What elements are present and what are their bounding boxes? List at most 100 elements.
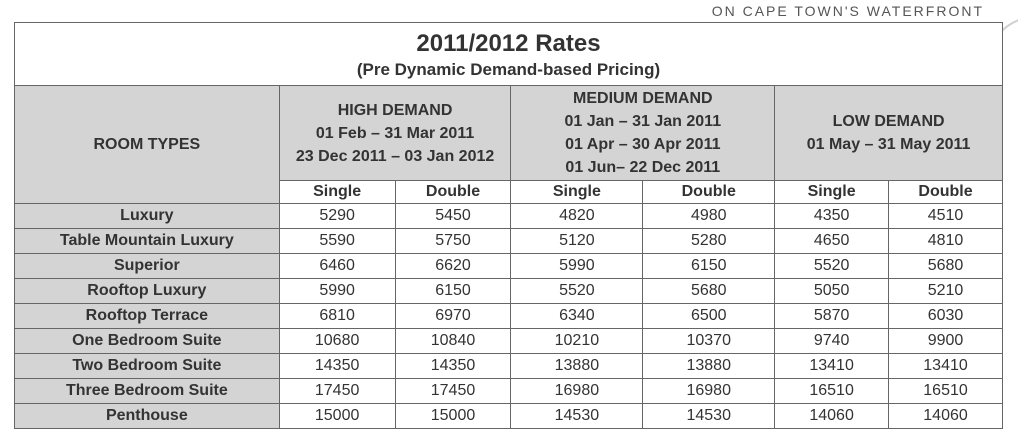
table-row: Rooftop Terrace 6810 6970 6340 6500 5870 6030 — [14, 303, 1003, 329]
season-date: 01 May – 31 May 2011 — [806, 136, 971, 153]
rate-cell: 9900 — [888, 328, 1003, 354]
rate-cell: 4820 — [510, 203, 644, 229]
rate-cell: 5750 — [394, 228, 512, 254]
rate-cell: 14530 — [642, 403, 776, 429]
table-row: Penthouse 15000 15000 14530 14530 14060 14060 — [14, 403, 1003, 429]
rate-cell: 10840 — [394, 328, 512, 354]
rate-cell: 5590 — [278, 228, 396, 254]
room-type-cell: Superior — [14, 253, 280, 279]
season-date: 23 Dec 2011 – 03 Jan 2012 — [295, 147, 495, 165]
rate-cell: 14530 — [510, 403, 644, 429]
title-cell: 2011/2012 Rates (Pre Dynamic Demand-base… — [14, 22, 1003, 86]
rate-cell: 6030 — [888, 303, 1003, 329]
rate-cell: 6810 — [278, 303, 396, 329]
table-row: Luxury 5290 5450 4820 4980 4350 4510 — [14, 203, 1003, 229]
occupancy-header: Double — [888, 180, 1003, 204]
rate-cell: 13880 — [510, 353, 644, 379]
room-type-cell: Table Mountain Luxury — [14, 228, 280, 254]
rate-cell: 6500 — [642, 303, 776, 329]
rate-cell: 5680 — [888, 253, 1003, 279]
rate-cell: 10370 — [642, 328, 776, 354]
room-types-header: ROOM TYPES — [14, 85, 280, 204]
season-date: 01 Jan – 31 Jan 2011 — [564, 113, 722, 130]
rate-cell: 14350 — [394, 353, 512, 379]
rate-cell: 16980 — [510, 378, 644, 404]
rate-cell: 6340 — [510, 303, 644, 329]
rate-cell: 4650 — [774, 228, 890, 254]
table-row: One Bedroom Suite 10680 10840 10210 10370 974… — [14, 328, 1003, 354]
rate-cell: 10210 — [510, 328, 644, 354]
season-header-medium: MEDIUM DEMAND 01 Jan – 31 Jan 2011 01 Ap… — [510, 85, 776, 181]
rate-cell: 5290 — [278, 203, 396, 229]
rate-cell: 5680 — [642, 278, 776, 304]
rate-cell: 15000 — [278, 403, 396, 429]
rate-cell: 5990 — [510, 253, 644, 279]
rate-cell: 4980 — [642, 203, 776, 229]
rate-cell: 9740 — [774, 328, 890, 354]
season-header-high: HIGH DEMAND 01 Feb – 31 Mar 2011 23 Dec … — [278, 85, 512, 181]
title-row: 2011/2012 Rates (Pre Dynamic Demand-base… — [14, 22, 1003, 86]
rate-cell: 5520 — [774, 253, 890, 279]
rate-cell: 16980 — [642, 378, 776, 404]
rate-cell: 4810 — [888, 228, 1003, 254]
rate-cell: 14060 — [774, 403, 890, 429]
room-type-cell: Rooftop Terrace — [14, 303, 280, 329]
table-row: Three Bedroom Suite 17450 17450 16980 16980 1… — [14, 378, 1003, 404]
season-header-low: LOW DEMAND 01 May – 31 May 2011 — [774, 85, 1003, 181]
occupancy-header: Single — [510, 180, 644, 204]
rate-cell: 6970 — [394, 303, 512, 329]
page-subtitle: (Pre Dynamic Demand-based Pricing) — [356, 60, 661, 79]
rate-cell: 13410 — [888, 353, 1003, 379]
page-title: 2011/2012 Rates — [416, 30, 601, 57]
rate-cell: 4350 — [774, 203, 890, 229]
rate-cell: 5120 — [510, 228, 644, 254]
rates-table: 2011/2012 Rates (Pre Dynamic Demand-base… — [14, 22, 1003, 429]
table-row: Rooftop Luxury 5990 6150 5520 5680 5050 5210 — [14, 278, 1003, 304]
occupancy-header: Single — [774, 180, 890, 204]
rate-cell: 6150 — [642, 253, 776, 279]
room-type-cell: Three Bedroom Suite — [14, 378, 280, 404]
rate-cell: 5280 — [642, 228, 776, 254]
rate-cell: 5870 — [774, 303, 890, 329]
room-type-cell: Luxury — [14, 203, 280, 229]
rate-cell: 5210 — [888, 278, 1003, 304]
rate-cell: 15000 — [394, 403, 512, 429]
rate-cell: 6150 — [394, 278, 512, 304]
rate-cell: 6460 — [278, 253, 396, 279]
season-date: 01 Apr – 30 Apr 2011 — [565, 136, 721, 153]
season-header-row: ROOM TYPES HIGH DEMAND 01 Feb – 31 Mar 2… — [14, 85, 1003, 204]
room-type-cell: Two Bedroom Suite — [14, 353, 280, 379]
rate-cell: 10680 — [278, 328, 396, 354]
rate-cell: 13410 — [774, 353, 890, 379]
season-date: 01 Feb – 31 Mar 2011 — [315, 124, 475, 142]
rate-cell: 16510 — [888, 378, 1003, 404]
table-row: Superior 6460 6620 5990 6150 5520 5680 — [14, 253, 1003, 279]
room-type-cell: Rooftop Luxury — [14, 278, 280, 304]
occupancy-header-row: Single Double Single Double Single Doubl… — [15, 180, 1003, 204]
occupancy-header: Double — [642, 180, 776, 204]
rate-cell: 5450 — [394, 203, 512, 229]
rate-cell: 14350 — [278, 353, 396, 379]
season-name: MEDIUM DEMAND — [573, 90, 713, 107]
rate-cell: 4510 — [888, 203, 1003, 229]
rate-cell: 5520 — [510, 278, 644, 304]
occupancy-header: Double — [394, 180, 512, 204]
rate-cell: 17450 — [278, 378, 396, 404]
season-name: HIGH DEMAND — [337, 101, 453, 119]
season-name: LOW DEMAND — [832, 113, 945, 130]
room-type-cell: Penthouse — [14, 403, 280, 429]
rate-cell: 5050 — [774, 278, 890, 304]
table-row: Table Mountain Luxury 5590 5750 5120 5280 465… — [14, 228, 1003, 254]
rates-table-body: 2011/2012 Rates (Pre Dynamic Demand-base… — [14, 22, 1003, 429]
rate-cell: 5990 — [278, 278, 396, 304]
occupancy-header: Single — [278, 180, 396, 204]
rate-cell: 13880 — [642, 353, 776, 379]
table-row: Two Bedroom Suite 14350 14350 13880 13880 134… — [14, 353, 1003, 379]
rate-cell: 16510 — [774, 378, 890, 404]
room-type-cell: One Bedroom Suite — [14, 328, 280, 354]
brand-tagline: ON CAPE TOWN'S WATERFRONT — [711, 3, 984, 19]
rate-cell: 14060 — [888, 403, 1003, 429]
rate-cell: 6620 — [394, 253, 512, 279]
rate-cell: 17450 — [394, 378, 512, 404]
season-date: 01 Jun– 22 Dec 2011 — [565, 159, 721, 176]
